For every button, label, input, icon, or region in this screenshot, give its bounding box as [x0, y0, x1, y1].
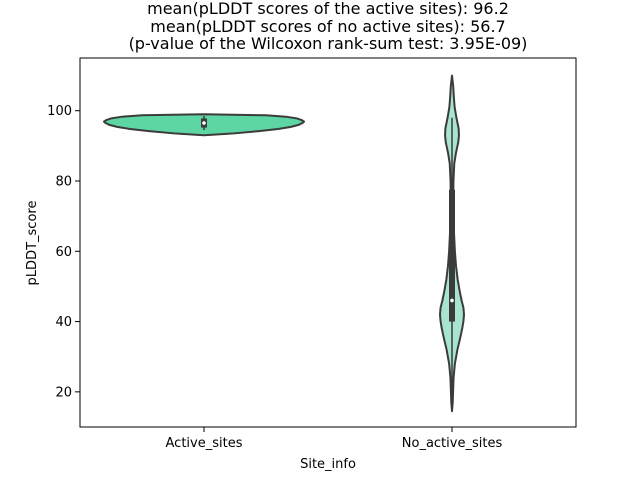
- x-tick-label: No_active_sites: [402, 436, 503, 451]
- x-tick-label: Active_sites: [166, 436, 243, 451]
- box-layer: [201, 115, 455, 410]
- median-point-Active_sites: [202, 121, 206, 125]
- y-tick-label: 60: [55, 245, 72, 260]
- y-tick-label: 40: [55, 315, 72, 330]
- median-point-No_active_sites: [450, 298, 454, 303]
- y-tick-label: 100: [47, 104, 72, 119]
- x-axis: Active_sites No_active_sites: [166, 427, 503, 451]
- y-axis: 20 40 60 80 100: [47, 104, 80, 400]
- y-axis-label: pLDDT_score: [25, 201, 40, 286]
- violin-layer: [103, 74, 465, 413]
- title-line-1: mean(pLDDT scores of the active sites): …: [147, 0, 509, 18]
- title-line-2: mean(pLDDT scores of no active sites): 5…: [150, 17, 505, 36]
- x-axis-label: Site_info: [300, 457, 356, 472]
- plot-frame: [79, 57, 577, 428]
- chart-title: mean(pLDDT scores of the active sites): …: [129, 0, 528, 53]
- y-tick-label: 80: [55, 175, 72, 190]
- title-line-3: (p-value of the Wilcoxon rank-sum test: …: [129, 34, 528, 53]
- y-tick-label: 20: [55, 385, 72, 400]
- iqr-box-No_active_sites: [449, 189, 455, 322]
